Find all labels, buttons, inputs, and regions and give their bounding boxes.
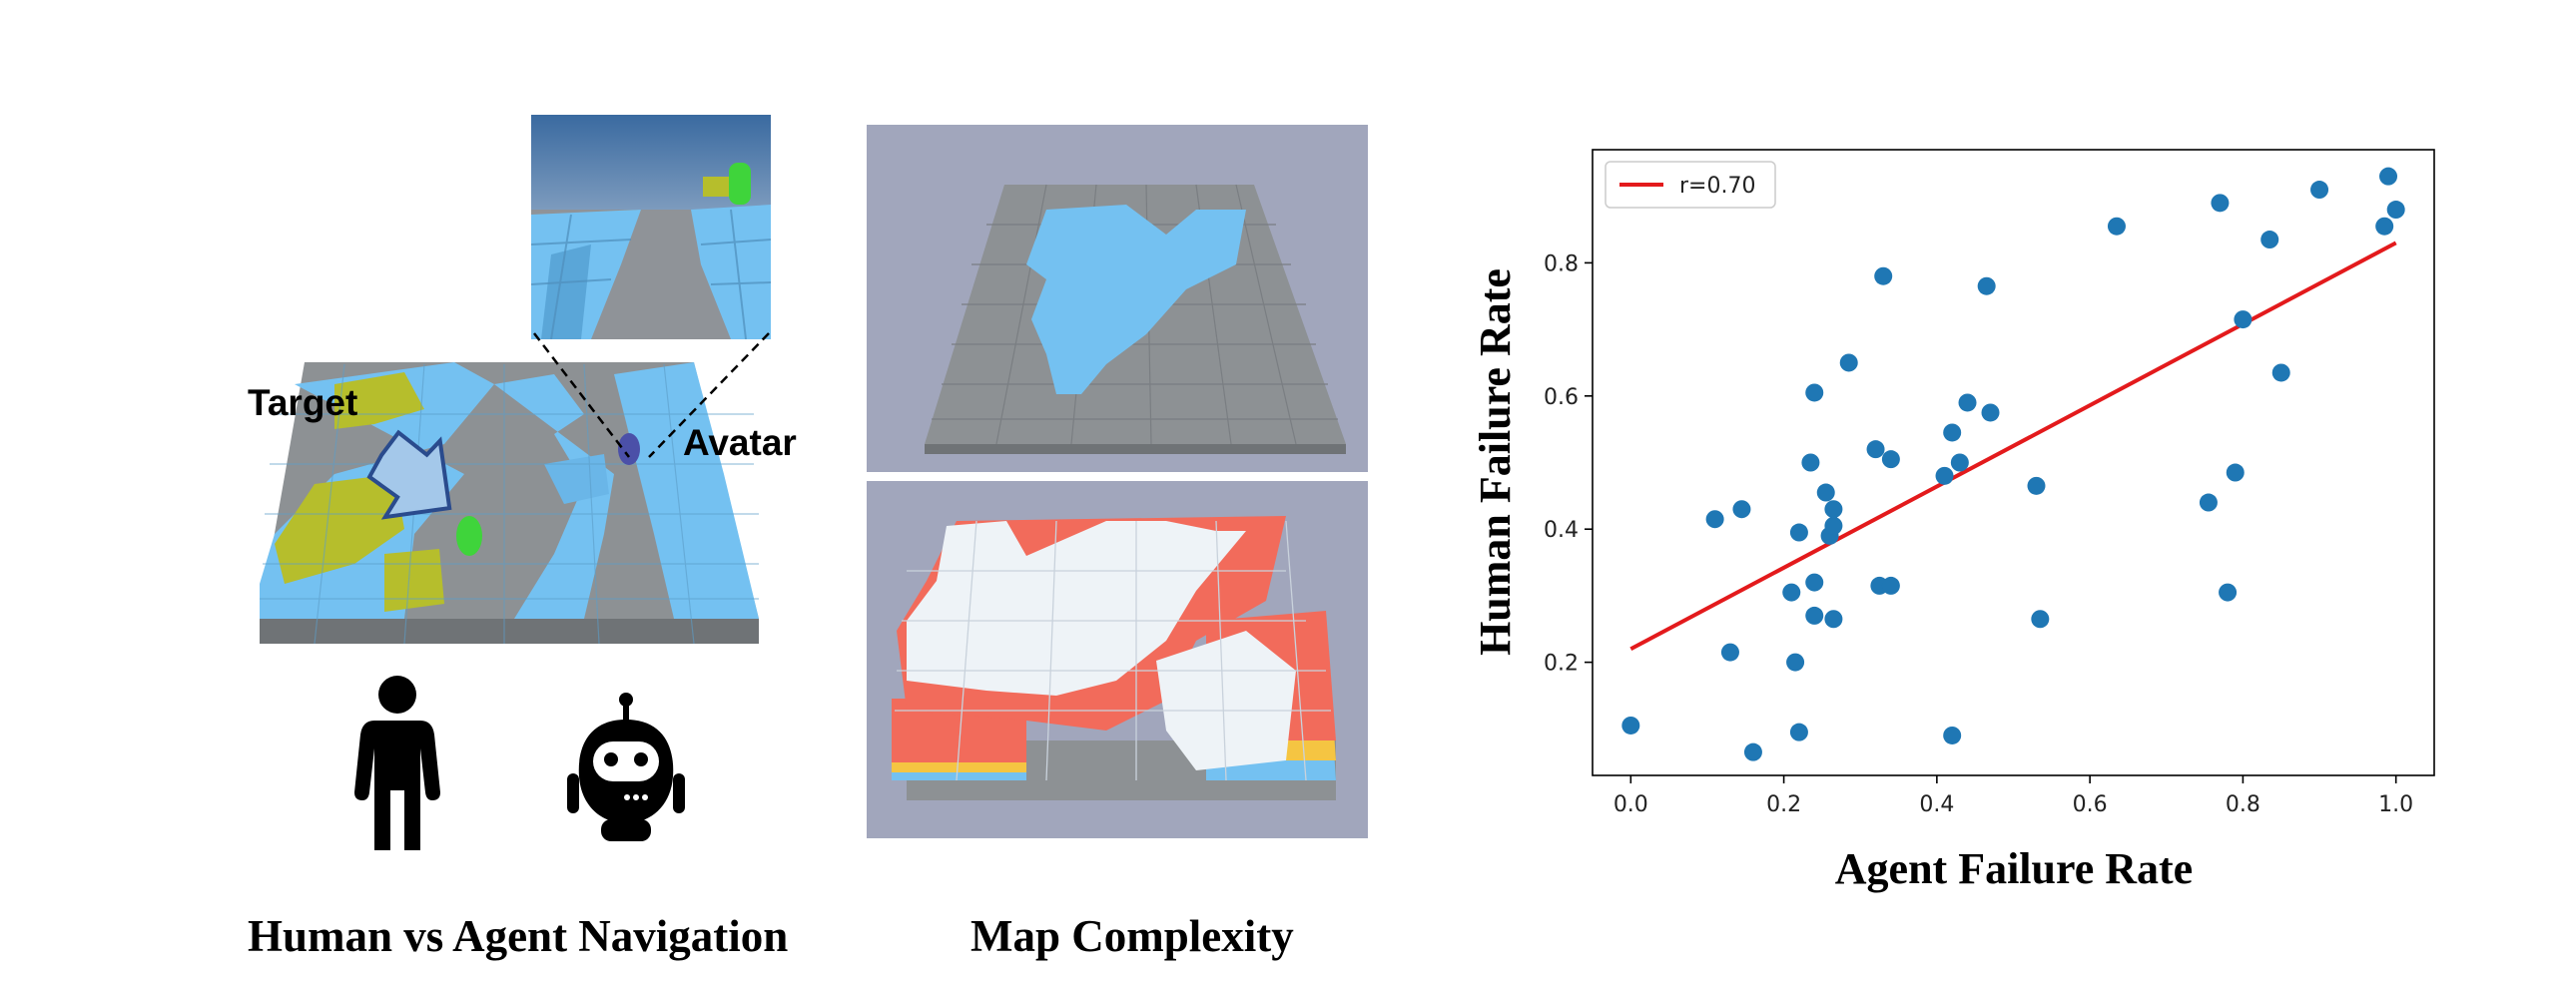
scatter-point (1950, 453, 1969, 472)
complexity-caption: Map Complexity (970, 911, 1294, 961)
navigation-caption: Human vs Agent Navigation (248, 911, 789, 961)
scatter-point (1881, 450, 1900, 469)
scatter-point (1935, 466, 1954, 485)
scatter-point (2107, 217, 2126, 236)
scatter-point (2031, 610, 2050, 629)
scatter-point (1943, 726, 1962, 744)
scatter-point (1943, 423, 1962, 442)
scatter-point (1789, 523, 1808, 542)
failure-rate-scatter: 0.2 0.4 0.6 0.8 0.0 0.2 0.4 0.6 0.8 1.0 r=0.70 H… (1471, 149, 2435, 893)
scatter-point (1621, 716, 1640, 735)
scatter-point (1824, 500, 1843, 519)
scatter-point (1816, 483, 1835, 502)
scatter-point (1743, 742, 1762, 761)
x-tick-label: 1.0 (2378, 792, 2413, 817)
legend-label: r=0.70 (1679, 174, 1755, 199)
scatter-point (1801, 453, 1820, 472)
scatter-point (1981, 403, 2000, 422)
regression-line (1629, 241, 2397, 652)
scatter-point (1824, 610, 1843, 629)
scatter-point (2271, 363, 2290, 382)
scatter-point (1720, 643, 1739, 662)
scatter-point (2234, 310, 2253, 329)
scatter-point (1782, 583, 1801, 602)
y-axis-ticks: 0.2 0.4 0.6 0.8 (1544, 251, 1593, 677)
x-tick-label: 0.8 (2226, 792, 2260, 817)
x-axis-ticks: 0.0 0.2 0.4 0.6 0.8 1.0 (1613, 775, 2413, 817)
legend: r=0.70 (1605, 161, 1776, 209)
scatter-point (1874, 266, 1893, 285)
y-axis-label: Human Failure Rate (1471, 268, 1520, 656)
scatter-point (1805, 383, 1824, 402)
scatter-point (2310, 181, 2329, 200)
y-tick-label: 0.8 (1544, 251, 1579, 276)
avatar-label: Avatar (683, 422, 797, 463)
scatter-point (1789, 723, 1808, 741)
scatter-point (2260, 231, 2279, 249)
simple-map-view (867, 125, 1368, 472)
scatter-point (2375, 217, 2394, 236)
person-icon (354, 676, 440, 850)
scatter-point (1881, 576, 1900, 595)
scatter-point (1839, 353, 1858, 372)
y-tick-label: 0.4 (1544, 518, 1579, 543)
x-tick-label: 0.0 (1613, 792, 1648, 817)
x-tick-label: 0.6 (2073, 792, 2108, 817)
scatter-point (1977, 276, 1996, 295)
scatter-points (1621, 167, 2405, 761)
scatter-point (2226, 463, 2245, 482)
scatter-point (2379, 167, 2398, 186)
scatter-point (1805, 606, 1824, 625)
scatter-point (1705, 510, 1724, 529)
scatter-point (1958, 393, 1977, 412)
scatter-point (1866, 440, 1885, 459)
scatter-point (2211, 194, 2230, 213)
scatter-point (2199, 493, 2218, 512)
complexity-panel: Map Complexity (859, 0, 1378, 983)
first-person-view (531, 115, 771, 339)
navigation-map (260, 362, 759, 645)
target-label: Target (248, 382, 358, 423)
complex-map-view (867, 481, 1368, 838)
y-tick-label: 0.6 (1544, 385, 1579, 410)
inset-connector (533, 332, 770, 458)
robot-icon (567, 693, 685, 841)
scatter-point (2386, 201, 2405, 220)
y-tick-label: 0.2 (1544, 652, 1579, 677)
plot-frame (1592, 149, 2435, 776)
x-tick-label: 0.2 (1766, 792, 1801, 817)
x-tick-label: 0.4 (1919, 792, 1954, 817)
scatter-point (1732, 500, 1751, 519)
scatter-point (1786, 653, 1805, 672)
scatter-point (2219, 583, 2238, 602)
scatter-point (1824, 516, 1843, 535)
x-axis-label: Agent Failure Rate (1835, 844, 2193, 893)
scatter-point (1805, 573, 1824, 592)
navigation-panel: Target Avatar Human vs Agent Navigation (0, 0, 849, 983)
scatter-point (2027, 476, 2046, 495)
